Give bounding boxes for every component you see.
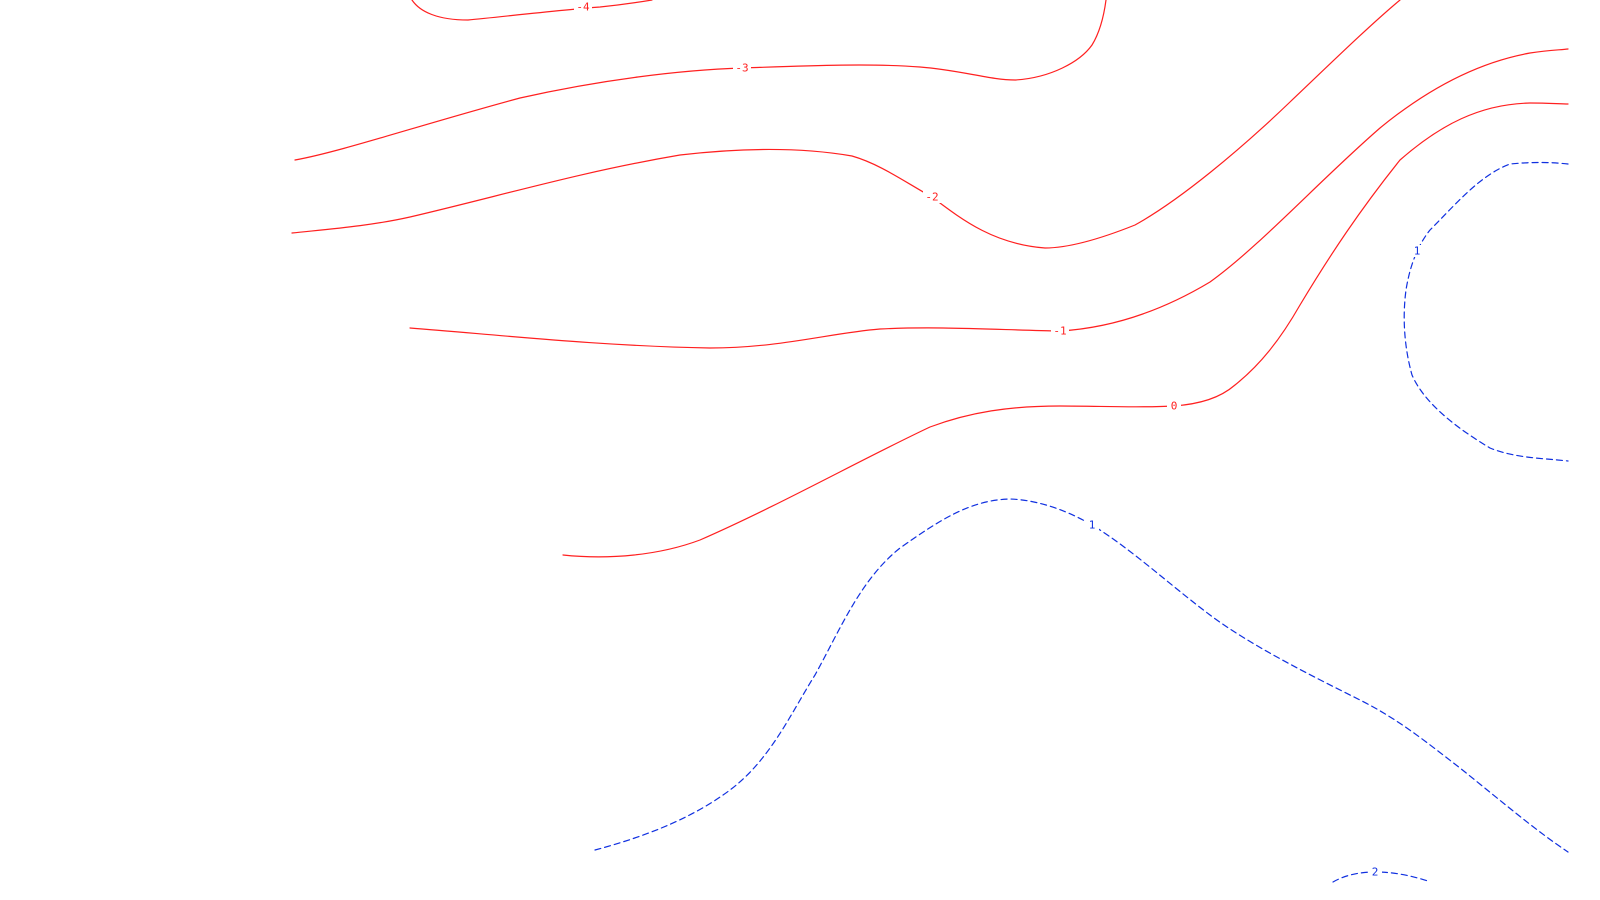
contour-line-neg3 xyxy=(294,0,1107,161)
contour-line-pos1-right xyxy=(1403,161,1569,462)
contour-line-neg2 xyxy=(291,0,1401,249)
contour-label-zero: 0 xyxy=(1171,400,1178,413)
contour-line-neg1 xyxy=(409,48,1569,349)
label-bg xyxy=(1085,519,1099,531)
contour-label-neg2: -2 xyxy=(925,191,938,204)
label-bg xyxy=(1051,325,1069,337)
label-bg xyxy=(1167,400,1181,412)
label-bg xyxy=(574,1,592,13)
label-bg xyxy=(923,191,941,203)
contour-label-neg4: -4 xyxy=(576,1,590,14)
contour-label-neg1: -1 xyxy=(1053,325,1066,338)
label-bg xyxy=(733,62,751,74)
contour-label-pos2: 2 xyxy=(1372,866,1379,879)
label-bg xyxy=(1368,866,1382,878)
label-bg xyxy=(1410,245,1424,257)
contour-line-neg4 xyxy=(411,0,653,21)
contour-label-neg3: -3 xyxy=(735,62,748,75)
contour-line-pos1-left xyxy=(594,498,1569,853)
contour-line-zero xyxy=(562,102,1569,558)
contour-label-pos1-right: 1 xyxy=(1414,245,1421,258)
contour-label-pos1-left: 1 xyxy=(1089,519,1096,532)
